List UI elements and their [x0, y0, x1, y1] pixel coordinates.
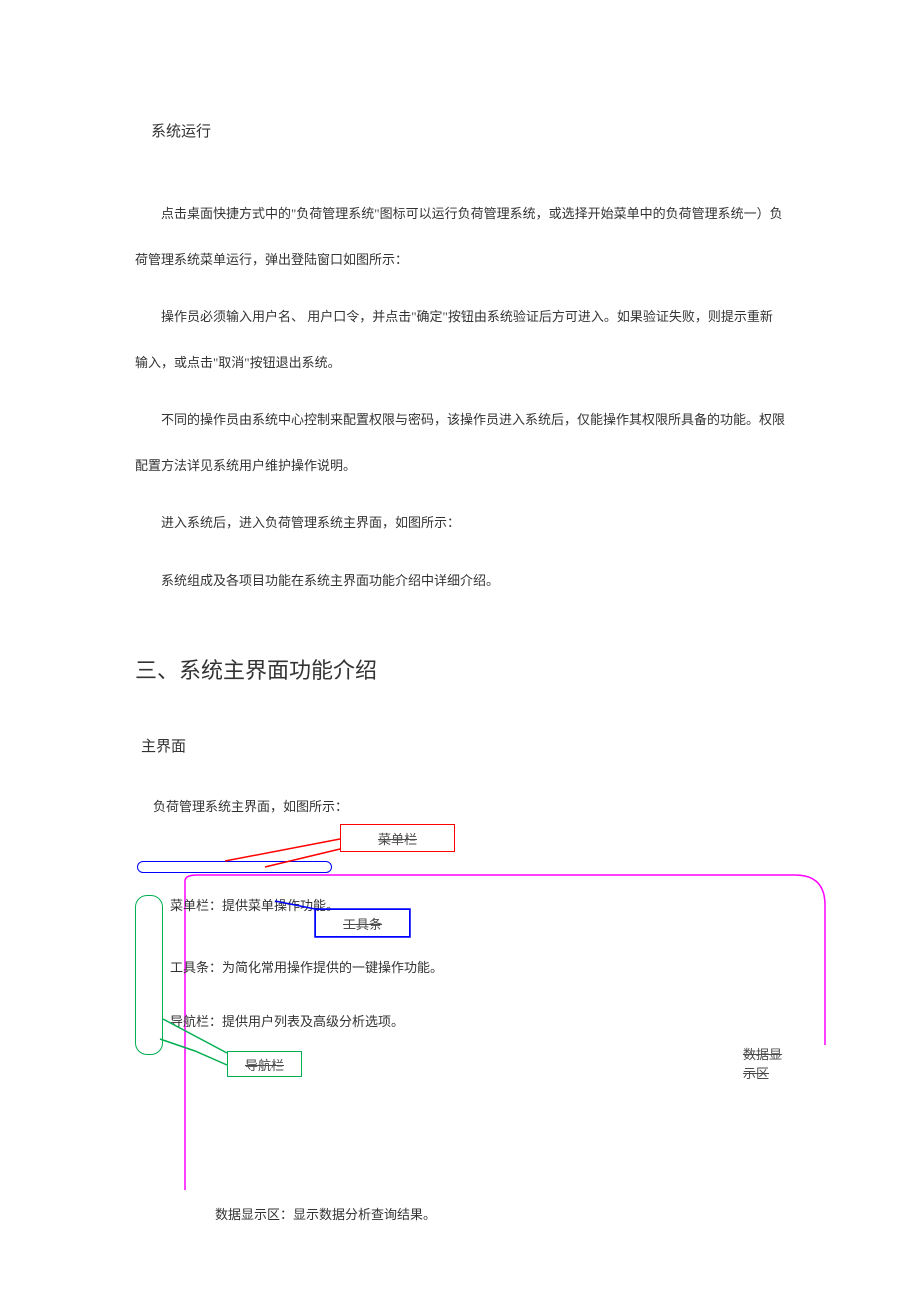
- menubar-source-shape: [137, 861, 332, 873]
- navbar-description: 导航栏：提供用户列表及高级分析选项。: [170, 1011, 404, 1030]
- ui-layout-diagram: 菜单栏 菜单栏：提供菜单操作功能。 工具条 工具条：为简化常用操作提供的一键操作…: [135, 819, 785, 1239]
- heading-section-3: 三、系统主界面功能介绍: [135, 653, 785, 685]
- dataarea-callout-label: 数据显示区: [743, 1044, 785, 1082]
- menubar-callout-label: 菜单栏: [378, 829, 417, 848]
- paragraph-1: 点击桌面快捷方式中的"负荷管理系统"图标可以运行负荷管理系统，或选择开始菜单中的…: [135, 191, 785, 282]
- heading-main-ui: 主界面: [141, 735, 785, 756]
- magenta-region-outline: [185, 875, 835, 1205]
- paragraph-2: 操作员必须输入用户名、 用户口令，并点击"确定"按钮由系统验证后方可进入。如果验…: [135, 294, 785, 385]
- navbar-callout-box: 导航栏: [227, 1051, 302, 1077]
- toolbar-callout-label: 工具条: [343, 914, 382, 933]
- toolbar-description: 工具条：为简化常用操作提供的一键操作功能。: [170, 957, 443, 976]
- diagram-intro-text: 负荷管理系统主界面，如图所示：: [153, 796, 785, 815]
- navbar-callout-label: 导航栏: [245, 1055, 284, 1074]
- paragraph-3: 不同的操作员由系统中心控制来配置权限与密码，该操作员进入系统后，仅能操作其权限所…: [135, 397, 785, 488]
- dataarea-label-text: 数据显示区: [743, 1047, 782, 1081]
- navbar-source-shape: [135, 895, 163, 1055]
- paragraph-5: 系统组成及各项目功能在系统主界面功能介绍中详细介绍。: [135, 558, 785, 604]
- toolbar-callout-box: 工具条: [315, 909, 410, 937]
- menubar-callout-box: 菜单栏: [340, 824, 455, 852]
- menubar-description: 菜单栏：提供菜单操作功能。: [170, 895, 339, 914]
- menubar-desc-text: 菜单栏：提供菜单操作功能。: [170, 898, 339, 913]
- paragraph-4: 进入系统后，进入负荷管理系统主界面，如图所示：: [135, 500, 785, 546]
- heading-system-run: 系统运行: [151, 120, 785, 141]
- dataarea-description: 数据显示区：显示数据分析查询结果。: [215, 1204, 436, 1223]
